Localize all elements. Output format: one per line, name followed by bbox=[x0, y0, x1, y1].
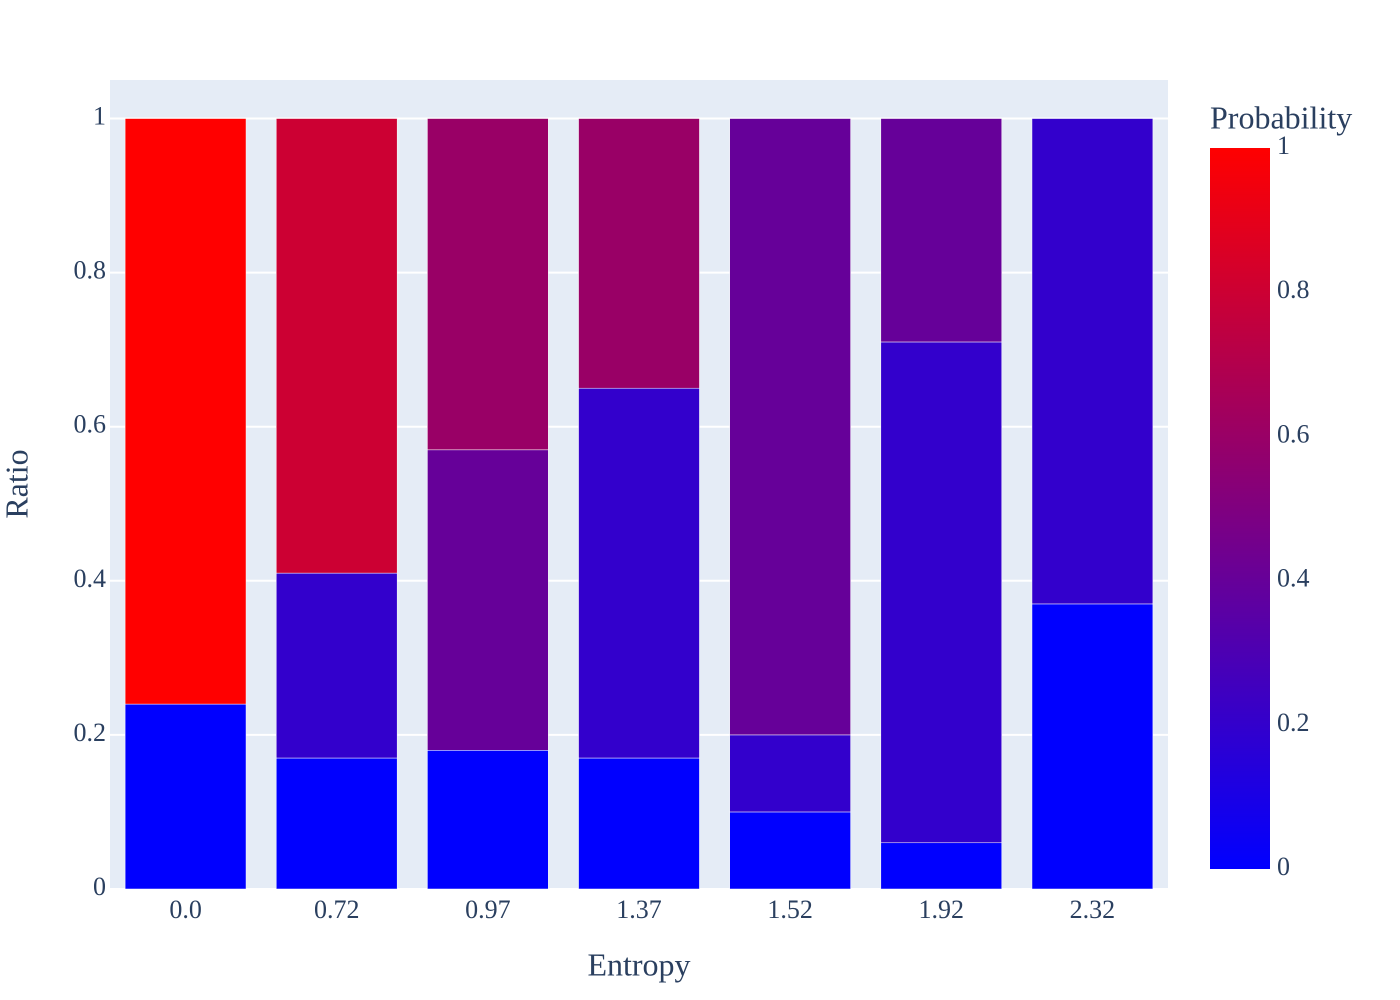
x-tick-label: 1.37 bbox=[616, 895, 662, 924]
bar-segment bbox=[729, 734, 851, 813]
y-tick-label: 0.4 bbox=[74, 564, 107, 593]
x-tick-label: 1.92 bbox=[919, 895, 965, 924]
bar-segment bbox=[880, 118, 1002, 343]
colorbar bbox=[1210, 148, 1270, 869]
bar-segment bbox=[1031, 118, 1154, 605]
x-tick-label: 0.0 bbox=[169, 895, 202, 924]
y-tick-label: 0.6 bbox=[74, 410, 107, 439]
y-tick-label: 0.2 bbox=[74, 718, 107, 747]
bar-segment bbox=[578, 118, 700, 389]
colorbar-title: Probability bbox=[1210, 99, 1352, 135]
colorbar-tick-label: 0 bbox=[1277, 852, 1290, 881]
colorbar-tick-label: 0.4 bbox=[1277, 564, 1310, 593]
bar-segment bbox=[427, 118, 549, 451]
bar-segment bbox=[124, 118, 247, 705]
x-tick-label: 2.32 bbox=[1070, 895, 1116, 924]
x-tick-label: 1.52 bbox=[767, 895, 813, 924]
bar-segment bbox=[578, 387, 700, 759]
colorbar-tick-label: 0.6 bbox=[1277, 419, 1310, 448]
bar-segment bbox=[276, 757, 398, 890]
bar-segment bbox=[1031, 603, 1154, 890]
colorbar-tick-label: 1 bbox=[1277, 131, 1290, 160]
colorbar-tick-label: 0.8 bbox=[1277, 275, 1310, 304]
x-tick-label: 0.97 bbox=[465, 895, 511, 924]
bar-segment bbox=[880, 341, 1002, 844]
x-axis-title: Entropy bbox=[587, 946, 690, 982]
colorbar-tick-label: 0.2 bbox=[1277, 708, 1310, 737]
bar-segment bbox=[427, 449, 549, 751]
bar-segment bbox=[276, 572, 398, 759]
y-tick-label: 0 bbox=[93, 872, 106, 901]
bar-segment bbox=[729, 811, 851, 890]
bar-segment bbox=[880, 842, 1002, 890]
bar-segment bbox=[276, 118, 398, 574]
bar-segment bbox=[124, 703, 247, 890]
x-tick-label: 0.72 bbox=[314, 895, 360, 924]
y-axis-title: Ratio bbox=[0, 449, 34, 518]
bar-segment bbox=[578, 757, 700, 890]
y-tick-label: 1 bbox=[93, 101, 106, 130]
y-tick-label: 0.8 bbox=[74, 256, 107, 285]
bar-segment bbox=[729, 118, 851, 736]
bar-segment bbox=[427, 750, 549, 890]
